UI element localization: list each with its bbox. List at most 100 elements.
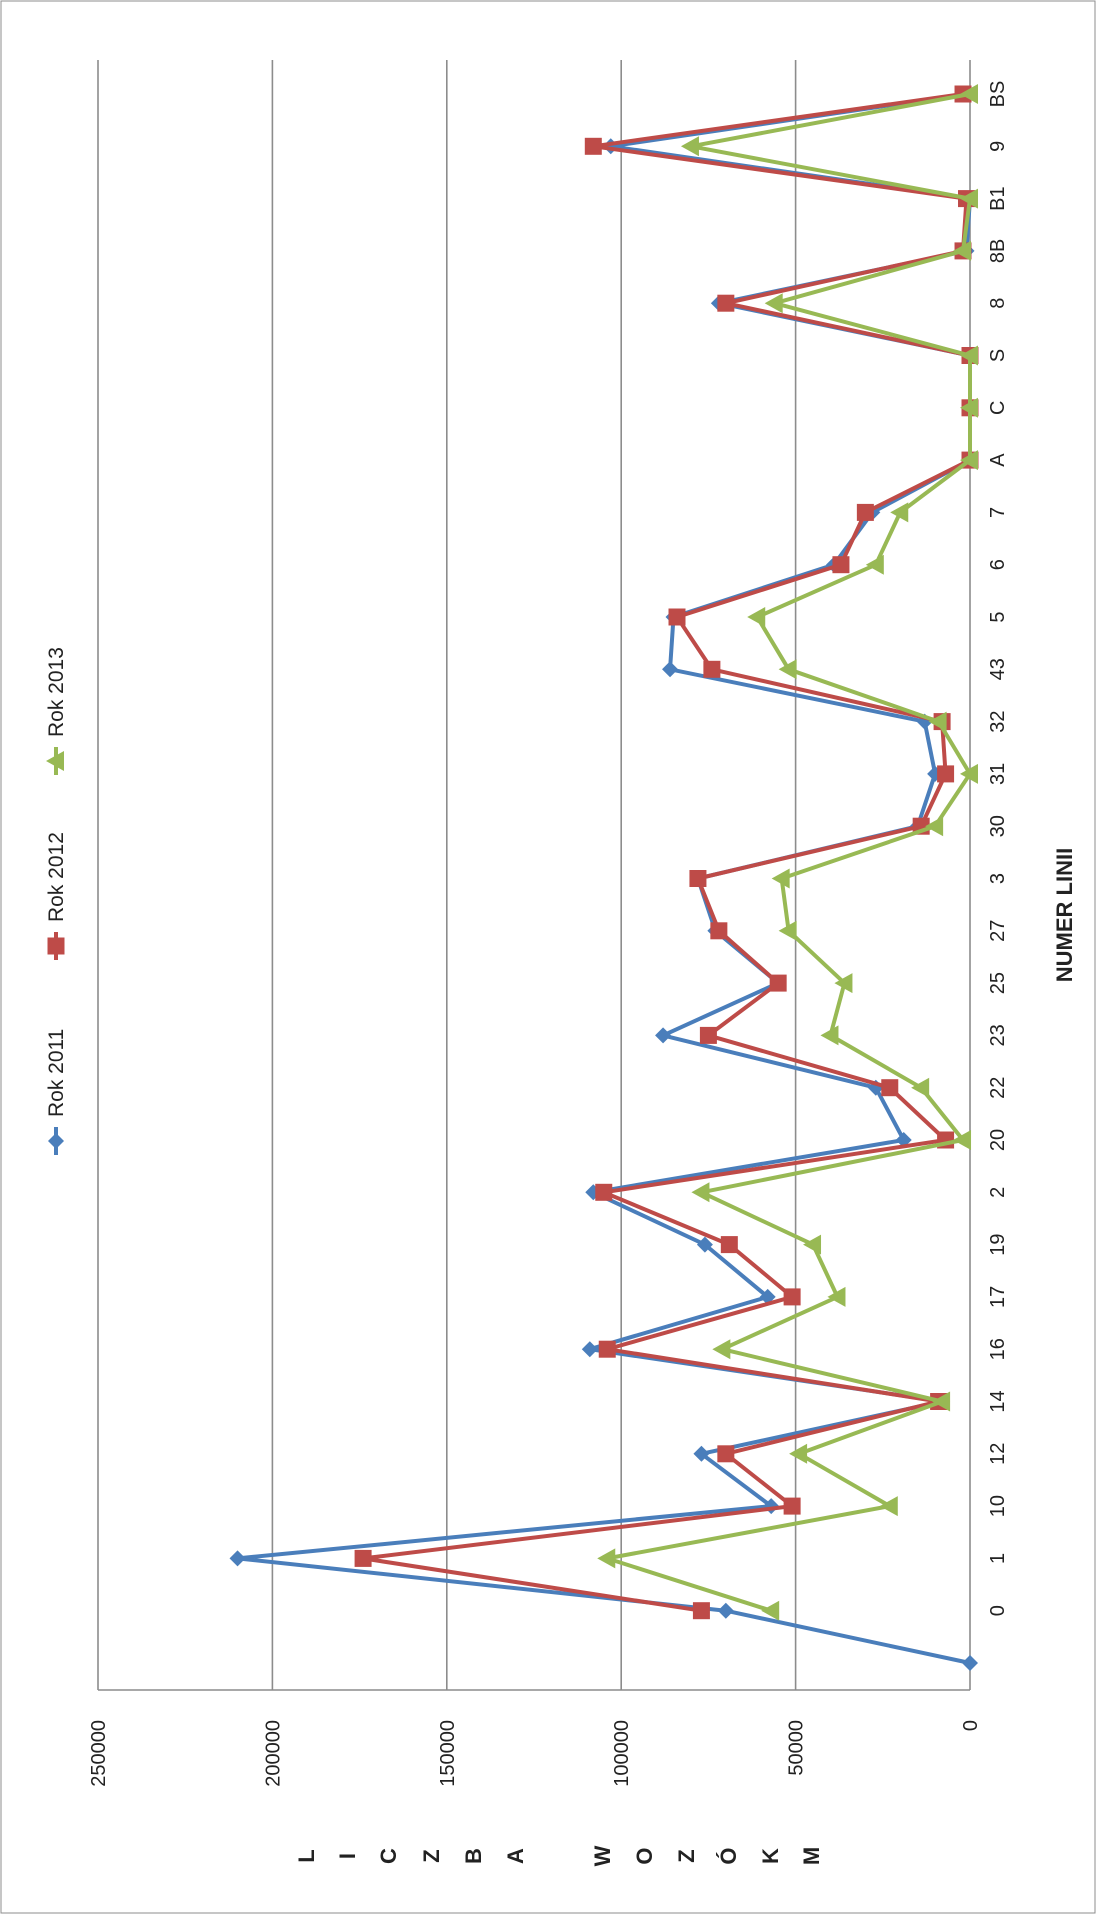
x-tick-label: 10 <box>987 1495 1009 1517</box>
legend-label: Rok 2013 <box>45 647 68 737</box>
data-point <box>771 868 790 889</box>
data-point <box>48 1133 64 1149</box>
series-line <box>361 92 972 1613</box>
x-tick-label: 30 <box>987 815 1009 837</box>
data-point <box>953 240 972 261</box>
y-axis-title-letter: L <box>294 1849 319 1862</box>
x-tick-label: 32 <box>987 710 1009 732</box>
x-tick-label: 8 <box>987 298 1009 309</box>
data-point <box>717 294 735 312</box>
data-point <box>696 1236 713 1253</box>
x-tick-label: 16 <box>987 1338 1009 1360</box>
series-line <box>605 92 972 1613</box>
x-tick-label: S <box>987 349 1009 362</box>
data-point <box>712 1339 731 1360</box>
x-tick-label: 8B <box>987 239 1009 263</box>
x-axis-title: NUMER LINII <box>1052 848 1077 982</box>
x-tick-label: 12 <box>987 1443 1009 1465</box>
data-point <box>354 1549 372 1567</box>
x-tick-label: 9 <box>987 141 1009 152</box>
y-axis-title-letter: A <box>503 1848 528 1864</box>
y-axis-title-letter: Z <box>674 1849 699 1862</box>
y-axis-title-letter: W <box>590 1845 615 1866</box>
data-point <box>960 188 978 209</box>
data-point <box>680 136 699 157</box>
x-tick-label: 6 <box>987 559 1009 570</box>
y-tick-label: 200000 <box>262 1720 284 1787</box>
data-point <box>881 1079 899 1097</box>
data-point <box>761 1600 780 1621</box>
data-point <box>764 293 783 314</box>
data-point <box>827 1286 846 1307</box>
x-tick-label: BS <box>987 81 1009 108</box>
data-point <box>820 1025 839 1046</box>
data-point <box>960 763 978 784</box>
data-point <box>960 397 978 418</box>
data-point <box>581 1341 598 1358</box>
x-tick-label: 19 <box>987 1233 1009 1255</box>
data-point <box>46 751 64 771</box>
x-tick-label: 23 <box>987 1024 1009 1046</box>
x-tick-label: 14 <box>987 1390 1009 1412</box>
y-axis-title-letter: M <box>799 1847 824 1865</box>
x-tick-label: C <box>987 401 1009 415</box>
legend-item: Rok 2011 <box>45 1029 68 1155</box>
x-tick-label: 27 <box>987 920 1009 942</box>
data-point <box>960 345 978 366</box>
x-tick-label: 25 <box>987 972 1009 994</box>
y-tick-label: 100000 <box>611 1720 633 1787</box>
legend-label: Rok 2012 <box>45 832 68 922</box>
data-point <box>953 1130 972 1150</box>
data-point <box>595 1183 613 1201</box>
data-point <box>693 1445 710 1462</box>
data-point <box>778 920 797 941</box>
legend-label: Rok 2011 <box>45 1029 68 1117</box>
data-point <box>778 659 797 680</box>
data-point <box>720 1236 738 1254</box>
data-point <box>597 1548 616 1569</box>
data-point <box>717 1445 735 1463</box>
data-point <box>692 1602 710 1620</box>
x-tick-label: 22 <box>987 1077 1009 1099</box>
data-point <box>747 607 766 627</box>
data-point <box>832 556 850 574</box>
x-tick-label: A <box>987 453 1009 467</box>
data-point <box>803 1234 822 1255</box>
data-point <box>689 870 707 887</box>
data-point <box>783 1288 801 1306</box>
data-point <box>710 922 728 940</box>
y-tick-label: 150000 <box>437 1720 459 1787</box>
legend-item: Rok 2013 <box>45 647 68 775</box>
x-tick-label: 7 <box>987 507 1009 518</box>
y-axis-title-letter: O <box>632 1847 657 1864</box>
data-point <box>662 661 679 678</box>
data-point <box>937 765 955 783</box>
data-point <box>834 973 853 994</box>
y-tick-label: 0 <box>960 1720 982 1731</box>
data-point <box>932 1391 951 1412</box>
y-axis-title-letter: Z <box>419 1849 444 1862</box>
x-tick-label: 17 <box>987 1286 1009 1308</box>
data-point <box>960 84 978 104</box>
series-rok-2013 <box>597 84 978 1621</box>
y-axis-title-letter: K <box>758 1848 783 1864</box>
data-point <box>960 450 978 471</box>
y-axis-title-letter: Ó <box>716 1847 741 1864</box>
y-axis-title-letter: I <box>335 1853 360 1859</box>
x-tick-label: B1 <box>987 186 1009 210</box>
data-point <box>703 660 721 678</box>
x-tick-label: 1 <box>987 1553 1009 1564</box>
data-point <box>699 1026 717 1044</box>
data-point <box>928 711 947 732</box>
data-point <box>691 1182 710 1203</box>
data-point <box>865 554 884 575</box>
x-tick-label: 31 <box>987 763 1009 785</box>
data-point <box>789 1443 808 1464</box>
data-point <box>856 503 874 521</box>
data-point <box>655 1027 672 1044</box>
y-axis-title-letter: B <box>461 1848 486 1864</box>
data-point <box>584 137 602 155</box>
data-point <box>890 502 909 523</box>
